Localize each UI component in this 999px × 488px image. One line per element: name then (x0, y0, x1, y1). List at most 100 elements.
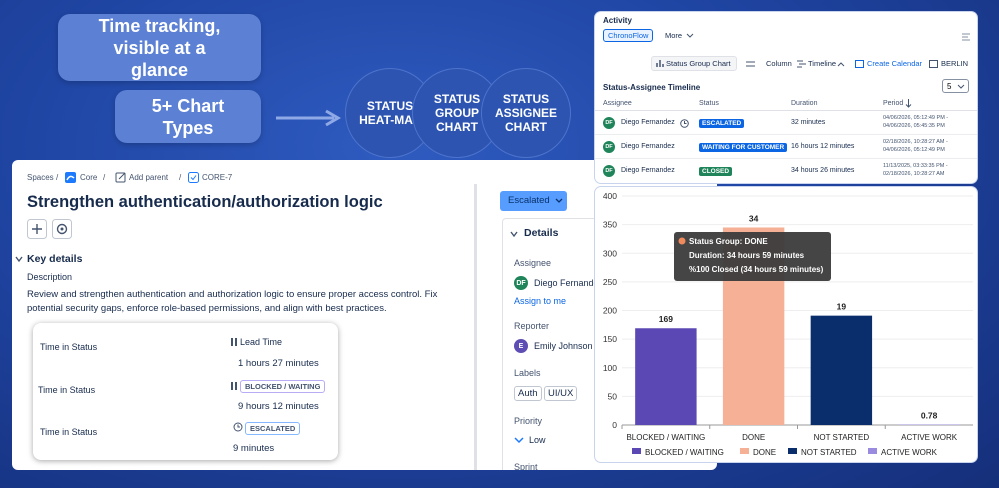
priority: Low (529, 435, 546, 445)
activity-panel: Activity ChronoFlow More Status Group Ch… (595, 12, 977, 183)
legend-label: ACTIVE WORK (881, 448, 938, 457)
period-end: 04/06/2026, 05:45:35 PM (883, 123, 945, 129)
icon-bar (235, 382, 237, 390)
chart-count-pill: 5+ Chart Types (115, 90, 261, 143)
toolbar-button[interactable]: Create Calendar (867, 59, 923, 68)
separator: / (179, 173, 182, 182)
breadcrumb[interactable]: Add parent (129, 173, 169, 182)
value-label: 19 (837, 302, 847, 312)
icon-bar (231, 338, 233, 346)
icon-glyph (656, 60, 664, 67)
y-tick-label: 400 (603, 191, 617, 201)
divider (474, 184, 477, 470)
settings-icon (962, 33, 970, 41)
period-start: 02/18/2026, 10:28:27 AM - (883, 139, 948, 145)
status-chip: BLOCKED / WAITING (240, 380, 326, 393)
toolbar-button[interactable]: Timeline (808, 59, 837, 68)
icon-glyph (962, 33, 970, 41)
label-tag[interactable]: Auth (514, 386, 542, 401)
row-label: Time in Status (40, 427, 98, 437)
label-tag[interactable]: UI/UX (544, 386, 578, 401)
toolbar-button[interactable]: BERLIN (941, 59, 969, 68)
tab[interactable]: More (665, 31, 683, 40)
chart-circle-label: STATUS GROUP CHART (433, 92, 481, 134)
timeline-icon (797, 60, 806, 68)
avatar: DF (603, 165, 615, 177)
column-icon (746, 61, 755, 67)
settings-dot (60, 227, 64, 231)
task-icon (188, 172, 199, 183)
assign-to-me[interactable]: Assign to me (514, 296, 567, 306)
sort-icon (905, 99, 912, 108)
icon-box (115, 172, 126, 183)
chart-circle: STATUS ASSIGNEE CHART (481, 68, 571, 158)
calendar-icon (855, 60, 864, 68)
status-name: Lead Time (240, 337, 283, 347)
reporter-name: Emily Johnson (534, 341, 593, 351)
row-rule (595, 134, 977, 135)
column-header: Status (699, 100, 719, 107)
breadcrumb[interactable]: Core (80, 173, 98, 182)
y-tick-label: 250 (603, 277, 617, 287)
duration: 16 hours 12 minutes (791, 143, 855, 150)
clock-hands (237, 424, 240, 428)
assignee-name: Diego Fernandez (621, 167, 675, 174)
section-title[interactable]: Key details (27, 253, 83, 265)
status-badge: WAITING FOR CUSTOMER (699, 143, 788, 152)
headline-pill: Time tracking, visible at a glance (58, 14, 261, 81)
field-label: Priority (514, 416, 543, 426)
lead-time-icon (231, 338, 237, 346)
legend-label: BLOCKED / WAITING (645, 448, 724, 457)
chevron-glyph (510, 231, 518, 238)
separator: / (103, 173, 106, 182)
x-tick-label: DONE (742, 433, 765, 442)
column-header[interactable]: Period (883, 100, 904, 107)
chart-circle-label: STATUS ASSIGNEE CHART (494, 92, 557, 134)
icon-glyph (746, 61, 755, 67)
value-label: 0.78 (921, 411, 938, 421)
settings-glyph (56, 223, 68, 235)
tab[interactable]: ChronoFlow (603, 29, 654, 42)
field-label: Sprint (514, 462, 538, 470)
period-start: 04/06/2026, 05:12:49 PM - (883, 115, 949, 121)
legend-swatch (740, 448, 749, 454)
period-end: 02/18/2026, 10:28:27 AM (883, 171, 945, 177)
status-button[interactable]: Escalated (500, 191, 567, 211)
legend-label: NOT STARTED (801, 448, 857, 457)
clock-face (680, 119, 689, 128)
status-icon (231, 382, 237, 390)
chevron-glyph (837, 62, 845, 67)
row-label: Time in Status (38, 385, 96, 395)
chart-icon (656, 60, 664, 67)
field-label: Reporter (514, 321, 550, 331)
icon-glyph (929, 60, 938, 68)
page-size-select[interactable]: 5 (942, 79, 969, 93)
chevron (555, 198, 563, 203)
issue-title: Strengthen authentication/authorization … (27, 193, 383, 211)
header-rule (595, 110, 977, 111)
chevron (15, 256, 23, 263)
chevron-glyph (555, 198, 563, 203)
issue-actions (27, 219, 72, 239)
breadcrumb[interactable]: CORE-7 (202, 173, 233, 182)
bar (635, 328, 697, 425)
avatar: DF (603, 141, 615, 153)
status-badge: ESCALATED (699, 119, 745, 128)
breadcrumb[interactable]: Spaces (27, 173, 54, 182)
avatar: DF (603, 117, 615, 129)
toolbar-button[interactable]: Status Group Chart (651, 56, 737, 71)
time-in-status-card: Time in Status Lead Time 1 hours 27 minu… (33, 323, 338, 460)
legend-label: DONE (753, 448, 776, 457)
icon-glyph (905, 99, 912, 108)
bar (810, 315, 873, 425)
toolbar-button[interactable]: Column (766, 59, 792, 68)
icon-box (188, 172, 199, 183)
timeline-title: Status-Assignee Timeline (603, 83, 701, 92)
details-title[interactable]: Details (524, 227, 559, 239)
icon-pen (118, 172, 126, 180)
period-end: 04/06/2026, 05:12:49 PM (883, 147, 945, 153)
chevron (510, 231, 518, 238)
field-label: Labels (514, 368, 541, 378)
x-tick-label: BLOCKED / WAITING (626, 433, 705, 442)
